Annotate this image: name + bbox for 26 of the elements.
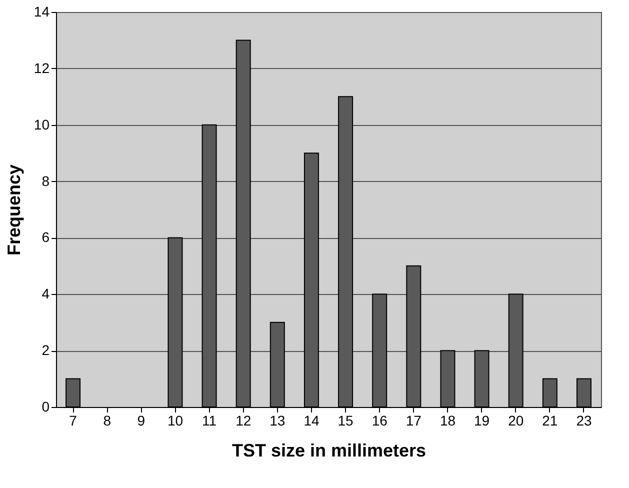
x-tick-label: 19 [474,412,490,428]
x-tick-label: 18 [440,412,456,428]
y-tick-label: 10 [34,116,50,132]
x-tick-label: 20 [508,412,524,428]
x-tick-label: 13 [270,412,286,428]
y-tick-label: 8 [42,172,50,189]
x-tick-label: 8 [103,412,112,428]
y-tick-label: 2 [42,342,50,358]
x-tick-label: 10 [167,412,184,428]
x-tick-label: 21 [542,412,558,428]
y-tick-label: 4 [42,286,50,302]
x-tick-label: 17 [406,412,422,428]
x-tick-label: 7 [69,412,78,428]
x-tick-label: 16 [372,412,388,428]
x-tick-label: 12 [236,412,252,428]
x-tick-label: 9 [137,412,146,428]
x-tick-label: 15 [338,412,354,428]
y-tick-label: 12 [34,60,50,76]
y-tick-label: 14 [34,4,50,20]
x-tick-label: 11 [202,412,217,428]
x-tick-label: 14 [304,412,320,428]
y-tick-label: 0 [42,398,50,414]
y-axis-title: Frequency [4,164,24,256]
y-tick-label: 6 [42,229,50,246]
x-tick-label: 23 [576,412,592,428]
x-axis-title: TST size in millimeters [232,440,426,460]
